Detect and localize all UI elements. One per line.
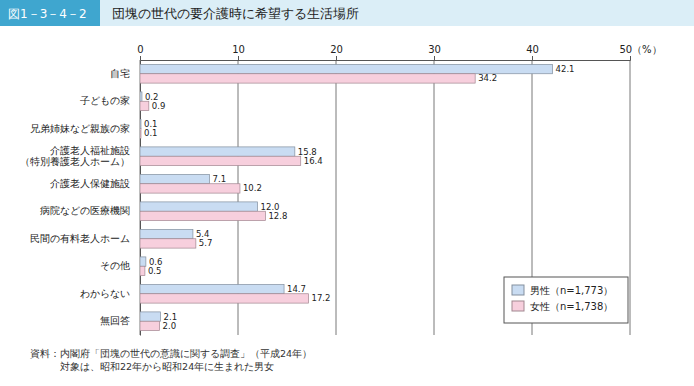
bar bbox=[140, 147, 295, 156]
y-tick: わからない bbox=[80, 288, 140, 299]
bar bbox=[140, 257, 146, 266]
bar bbox=[140, 184, 240, 193]
bar bbox=[140, 129, 141, 138]
bar bbox=[140, 101, 149, 110]
x-tick-label: 50（%） bbox=[619, 44, 661, 55]
figure-label: 図1－3－4－2 bbox=[8, 7, 87, 21]
bars bbox=[140, 64, 553, 330]
x-axis: 0 10 20 30 40 50（%） bbox=[137, 44, 661, 61]
bar bbox=[140, 312, 161, 321]
x-tick-mark bbox=[336, 56, 337, 60]
x-tick: 20 bbox=[330, 44, 343, 60]
x-tick-label: 40 bbox=[526, 44, 539, 55]
x-tick-mark bbox=[238, 56, 239, 60]
header-label-box bbox=[0, 0, 100, 26]
x-tick-label: 20 bbox=[330, 44, 343, 55]
bar bbox=[140, 74, 475, 83]
y-tick-label: その他 bbox=[100, 260, 130, 271]
bar bbox=[140, 266, 145, 275]
y-tick-label: 自宅 bbox=[110, 68, 130, 79]
x-tick-label: 10 bbox=[232, 44, 245, 55]
y-tick-label: 介護老人保健施設 bbox=[50, 178, 130, 189]
y-tick-label: 病院などの医療機関 bbox=[40, 205, 130, 216]
x-tick-mark bbox=[630, 56, 631, 60]
data-label: 0.1 bbox=[144, 128, 158, 138]
x-tick-mark bbox=[140, 56, 141, 60]
y-tick-label: わからない bbox=[80, 288, 130, 299]
data-label: 12.8 bbox=[268, 211, 287, 221]
note: 対象は、昭和22年から昭和24年に生まれた男女 bbox=[30, 361, 274, 372]
y-axis: 自宅子どもの家兄弟姉妹など親族の家介護老人福祉施設（特別養護老人ホーム） 介護老人… bbox=[20, 61, 141, 336]
data-label: 14.7 bbox=[287, 284, 306, 294]
data-label: 5.7 bbox=[199, 238, 213, 248]
y-tick-label: 介護老人福祉施設（特別養護老人ホーム） bbox=[20, 145, 130, 166]
y-tick-label: 民間の有料老人ホーム bbox=[30, 233, 130, 244]
chart: 図1－3－4－2 団塊の世代の要介護時に希望する生活場所 0 10 20 30 40 50（%… bbox=[0, 0, 694, 386]
bar bbox=[140, 174, 210, 183]
legend-item: 男性（n=1,773） bbox=[512, 285, 613, 296]
data-label: 2.0 bbox=[163, 321, 177, 331]
bar bbox=[140, 321, 160, 330]
grid bbox=[140, 60, 630, 335]
y-tick: 無回答 bbox=[100, 315, 140, 326]
legend-swatch bbox=[512, 301, 524, 311]
data-label: 17.2 bbox=[312, 293, 331, 303]
legend-box bbox=[504, 277, 628, 323]
data-label: 10.2 bbox=[243, 183, 262, 193]
bar bbox=[140, 92, 142, 101]
y-tick: 病院などの医療機関 bbox=[40, 205, 140, 216]
header-band bbox=[0, 0, 694, 26]
data-label: 16.4 bbox=[304, 156, 323, 166]
bar bbox=[140, 239, 196, 248]
legend-swatch bbox=[512, 285, 524, 295]
y-tick: 介護老人保健施設 bbox=[50, 178, 140, 189]
x-tick: 0 bbox=[137, 44, 143, 60]
x-tick-mark bbox=[434, 56, 435, 60]
data-label: 0.5 bbox=[148, 266, 162, 276]
data-label: 0.9 bbox=[152, 101, 166, 111]
data-label: 42.1 bbox=[556, 64, 575, 74]
grid-line bbox=[336, 60, 337, 335]
legend-item: 女性（n=1,738） bbox=[512, 301, 613, 312]
x-tick: 10 bbox=[232, 44, 245, 60]
data-label: 7.1 bbox=[213, 174, 227, 184]
x-tick: 50（%） bbox=[619, 44, 661, 60]
x-axis-line bbox=[141, 56, 631, 61]
bar bbox=[140, 156, 301, 165]
grid-line bbox=[434, 60, 435, 335]
y-tick: 介護老人福祉施設（特別養護老人ホーム） bbox=[20, 145, 140, 166]
grid-line bbox=[630, 60, 631, 335]
x-tick: 40 bbox=[526, 44, 539, 60]
y-tick: 民間の有料老人ホーム bbox=[30, 233, 140, 244]
note: 資料：内閣府「団塊の世代の意識に関する調査」（平成24年） bbox=[30, 348, 312, 359]
y-tick-label: 無回答 bbox=[100, 315, 130, 326]
x-tick-label: 0 bbox=[137, 44, 143, 55]
legend-label: 男性（n=1,773） bbox=[530, 285, 613, 296]
title: 団塊の世代の要介護時に希望する生活場所 bbox=[112, 6, 359, 21]
bar bbox=[140, 64, 553, 73]
y-tick: 子どもの家 bbox=[80, 95, 140, 106]
y-tick-label: 子どもの家 bbox=[80, 95, 130, 106]
bar bbox=[140, 211, 265, 220]
bar bbox=[140, 284, 284, 293]
y-tick: 兄弟姉妹など親族の家 bbox=[30, 123, 140, 134]
data-label: 34.2 bbox=[478, 73, 497, 83]
bar bbox=[140, 294, 309, 303]
legend-label: 女性（n=1,738） bbox=[530, 301, 613, 312]
y-tick-label: 兄弟姉妹など親族の家 bbox=[30, 123, 130, 134]
y-tick: その他 bbox=[100, 260, 140, 271]
x-tick-mark bbox=[532, 56, 533, 60]
bar bbox=[140, 229, 193, 238]
x-tick-label: 30 bbox=[428, 44, 441, 55]
legend: 男性（n=1,773） 女性（n=1,738） bbox=[504, 277, 628, 323]
bar bbox=[140, 119, 141, 128]
y-tick: 自宅 bbox=[110, 68, 140, 79]
bar bbox=[140, 202, 258, 211]
x-tick: 30 bbox=[428, 44, 441, 60]
